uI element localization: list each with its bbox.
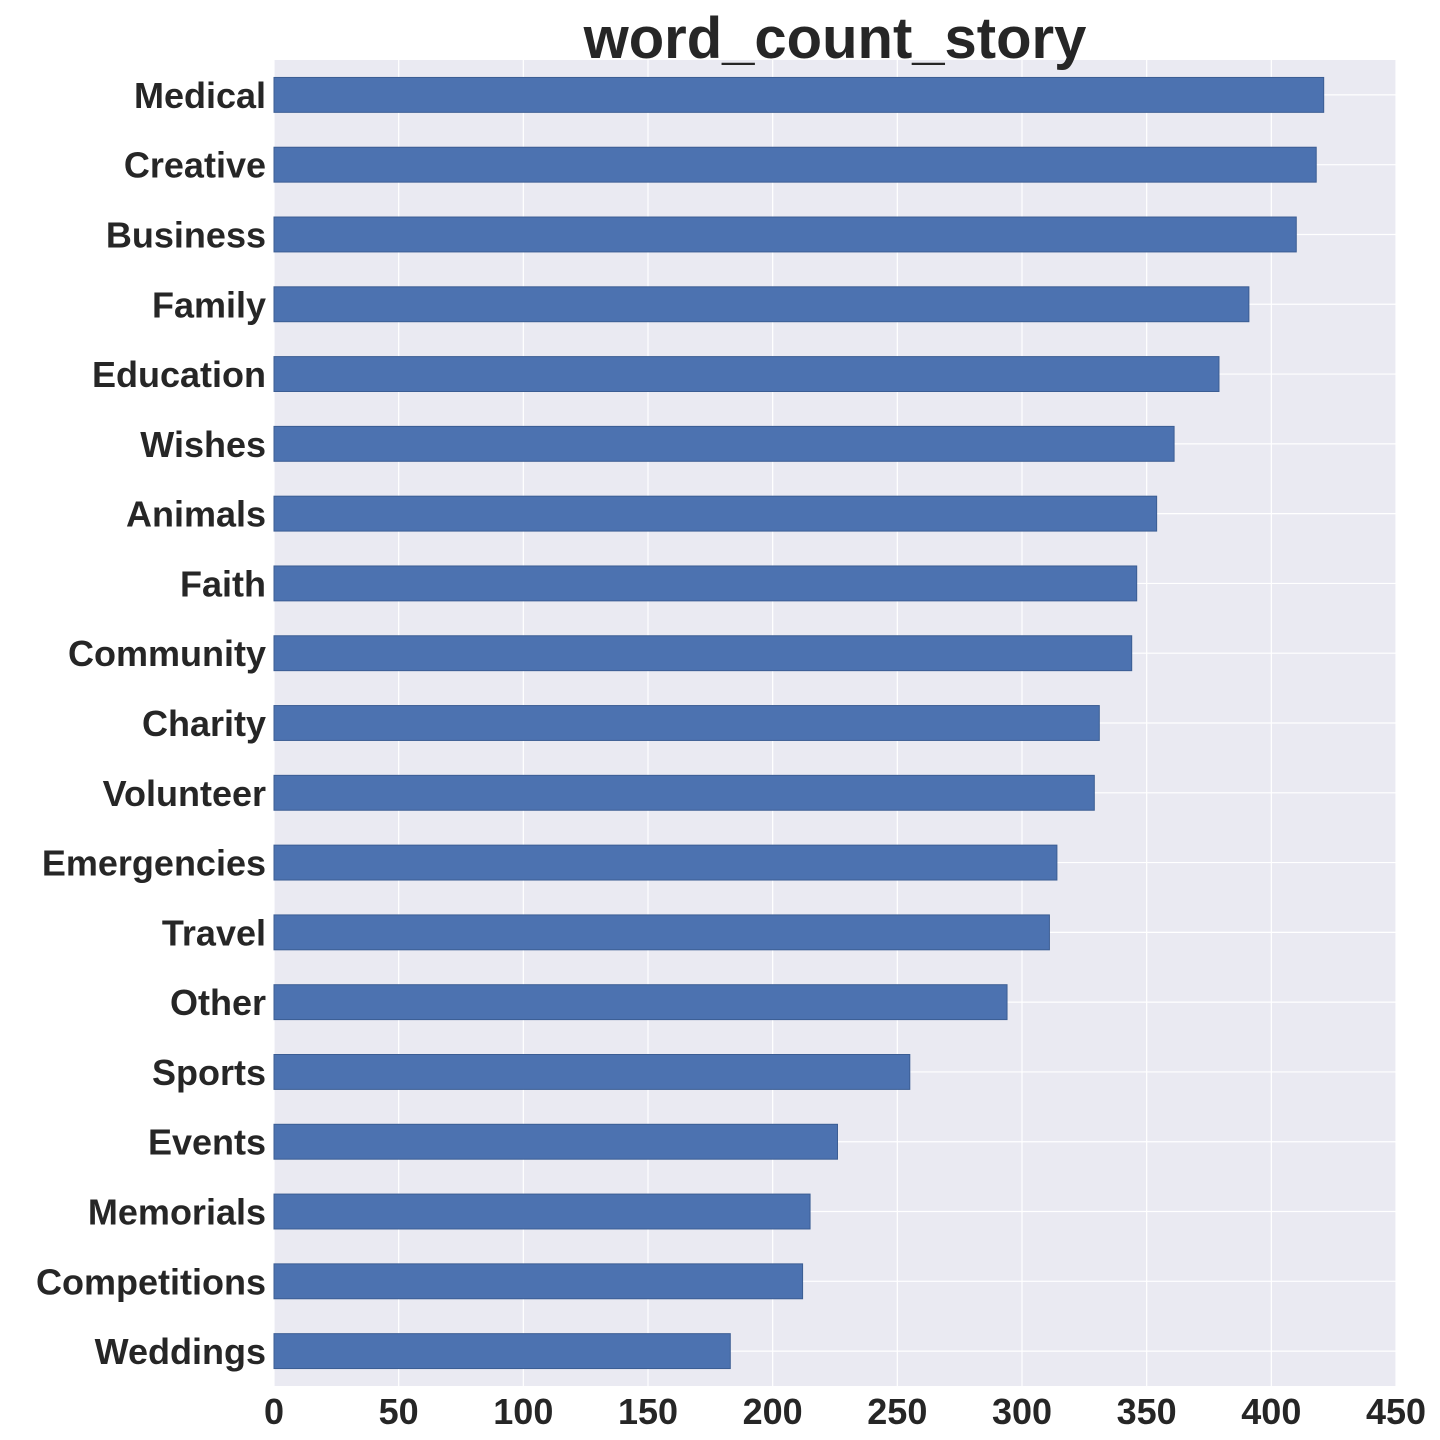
category-label: Community xyxy=(68,633,266,674)
x-tick-label: 100 xyxy=(493,1391,553,1432)
chart-title: word_count_story xyxy=(583,6,1087,71)
x-tick-label: 350 xyxy=(1117,1391,1177,1432)
bar-emergencies xyxy=(273,844,1058,881)
bar-business xyxy=(273,216,1297,253)
x-tick-label: 150 xyxy=(618,1391,678,1432)
bar-faith xyxy=(273,565,1138,602)
category-label: Medical xyxy=(134,75,266,116)
bar-animals xyxy=(273,495,1158,532)
x-tick-label: 300 xyxy=(992,1391,1052,1432)
category-label: Weddings xyxy=(95,1331,266,1372)
bars xyxy=(273,76,1325,1370)
bar-competitions xyxy=(273,1263,804,1300)
category-label: Travel xyxy=(162,912,266,953)
category-label: Charity xyxy=(142,703,266,744)
x-tick-label: 400 xyxy=(1241,1391,1301,1432)
category-label: Family xyxy=(152,284,266,325)
bar-other xyxy=(273,984,1008,1021)
x-tick-label: 450 xyxy=(1366,1391,1426,1432)
bar-creative xyxy=(273,146,1317,183)
bar-weddings xyxy=(273,1333,731,1370)
category-label: Memorials xyxy=(88,1192,266,1233)
bar-wishes xyxy=(273,425,1175,462)
bar-travel xyxy=(273,914,1050,951)
category-label: Volunteer xyxy=(103,773,266,814)
x-tick-label: 0 xyxy=(264,1391,284,1432)
x-tick-label: 50 xyxy=(379,1391,419,1432)
category-label: Other xyxy=(170,982,266,1023)
category-label: Emergencies xyxy=(42,843,266,884)
x-tick-label: 250 xyxy=(867,1391,927,1432)
category-label: Creative xyxy=(124,145,266,186)
category-label: Business xyxy=(106,214,266,255)
category-label: Wishes xyxy=(140,424,266,465)
category-label: Sports xyxy=(152,1052,266,1093)
bar-events xyxy=(273,1123,838,1160)
bar-sports xyxy=(273,1054,911,1090)
category-labels: Medical Creative Business Family Education Wi… xyxy=(36,75,266,1372)
category-label: Competitions xyxy=(36,1261,266,1302)
bar-education xyxy=(273,356,1220,392)
bar-medical xyxy=(273,76,1325,113)
x-tick-label: 200 xyxy=(743,1391,803,1432)
bar-memorials xyxy=(273,1193,811,1230)
bar-volunteer xyxy=(273,774,1095,811)
bar-family xyxy=(273,286,1250,323)
x-tick-labels: 0 50 100 150 200 250 300 350 400 450 xyxy=(264,1391,1426,1432)
bar-community xyxy=(273,635,1133,672)
category-label: Faith xyxy=(180,563,266,604)
category-label: Events xyxy=(148,1122,266,1163)
category-label: Animals xyxy=(126,494,266,535)
bar-charity xyxy=(273,705,1100,741)
category-label: Education xyxy=(92,354,266,395)
